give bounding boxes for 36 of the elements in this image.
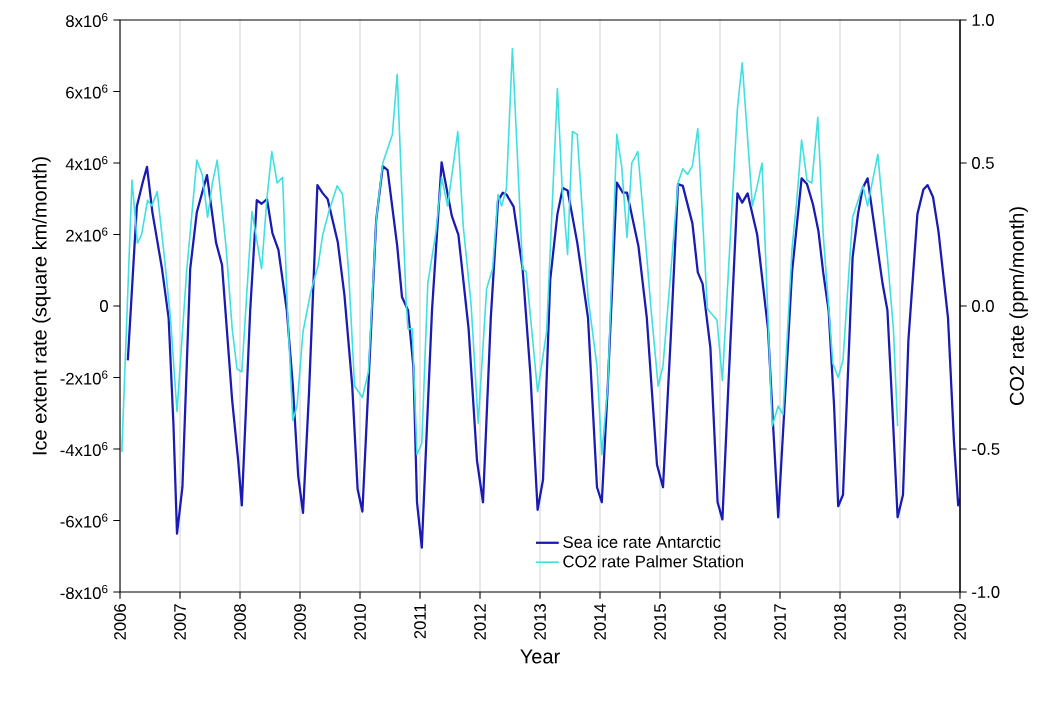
- y-axis-title: Ice extent rate (square km/month): [31, 157, 51, 455]
- x-tick-label: 2016: [714, 604, 726, 640]
- x-tick-label: 2018: [834, 604, 846, 640]
- y-tick-label: -6x10$^{6}$: [60, 513, 108, 528]
- y-tick-label: 6x10$^{6}$: [66, 84, 108, 99]
- x-tick-label: 2008: [234, 604, 246, 640]
- y-tick-label: 4x10$^{6}$: [65, 155, 108, 171]
- x-tick-label: 2019: [894, 604, 906, 640]
- line-series: [121, 47, 899, 456]
- y-tick-label: 8x10$^{6}$: [66, 12, 108, 28]
- x-tick-label: 2012: [474, 604, 486, 640]
- x-tick-label: 2015: [654, 604, 666, 640]
- x-tick-label: 2010: [354, 604, 366, 640]
- legend-label: Sea ice rate Antarctic: [563, 535, 721, 548]
- y-tick-label: 0: [100, 300, 108, 312]
- x-tick-label: 2009: [294, 604, 306, 640]
- line-series: [126, 161, 961, 549]
- x-tick-label: 2020: [954, 604, 966, 640]
- y-tick-label: -2x10$^{6}$: [60, 370, 108, 385]
- y-tick-label: -4x10$^{6}$: [60, 441, 108, 457]
- y-tick-label: -8x10$^{6}$: [60, 584, 108, 600]
- y2-tick-label: -0.5: [972, 443, 1000, 455]
- x-tick-label: 2017: [774, 604, 786, 640]
- legend-label: CO2 rate Palmer Station: [563, 555, 743, 568]
- x-tick-label: 2006: [114, 604, 126, 640]
- x-tick-label: 2013: [534, 604, 546, 640]
- x-tick-label: 2014: [594, 603, 606, 640]
- x-tick-label: 2007: [174, 604, 186, 640]
- x-tick-label: 2011: [414, 604, 426, 639]
- y-tick-label: 2x10$^{6}$: [66, 227, 108, 242]
- y2-tick-label: -1.0: [972, 586, 1000, 598]
- y2-tick-label: 1.0: [972, 14, 994, 26]
- x-axis-title: Year: [520, 649, 560, 664]
- y2-tick-label: 0.0: [972, 300, 994, 312]
- y2-tick-label: 0.5: [972, 157, 994, 169]
- y2-axis-title: CO2 rate (ppm/month): [1009, 207, 1028, 405]
